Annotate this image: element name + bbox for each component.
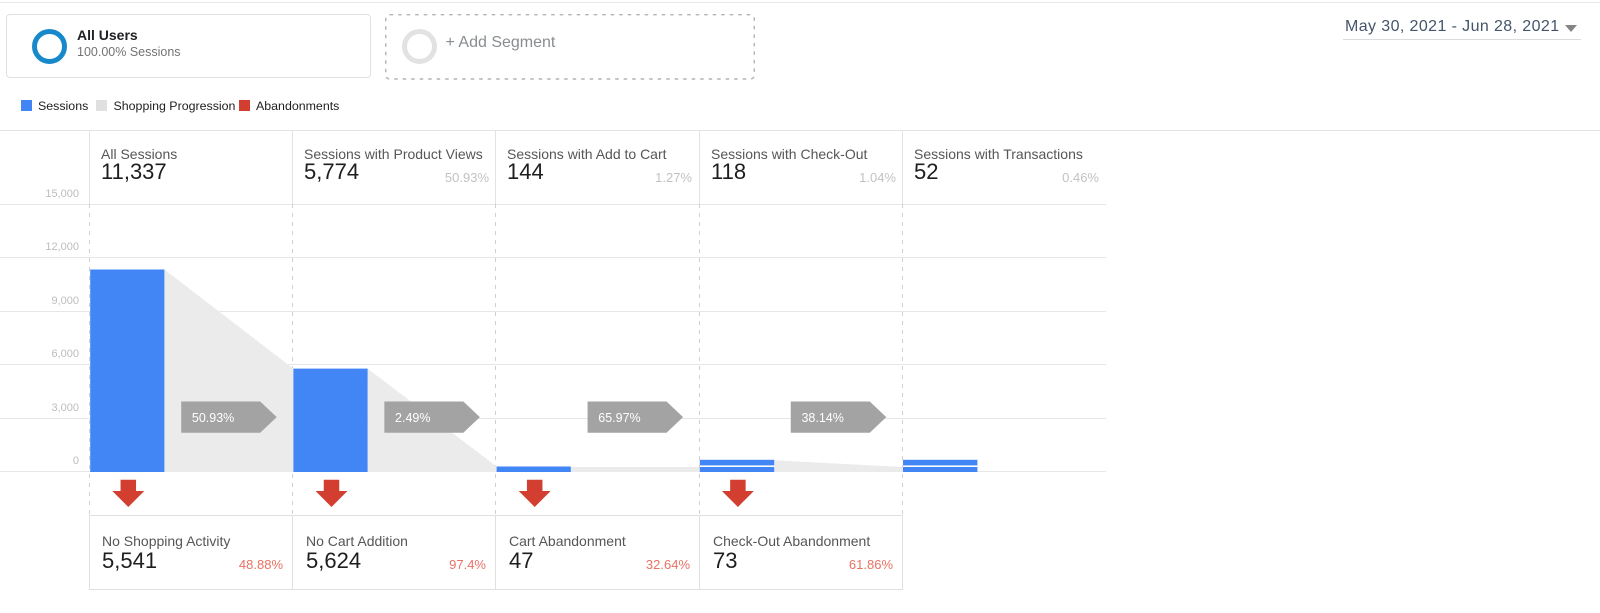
svg-text:38.14%: 38.14% [801, 411, 843, 425]
svg-text:2.49%: 2.49% [395, 411, 430, 425]
svg-text:50.93%: 50.93% [192, 411, 234, 425]
svg-text:65.97%: 65.97% [598, 411, 640, 425]
